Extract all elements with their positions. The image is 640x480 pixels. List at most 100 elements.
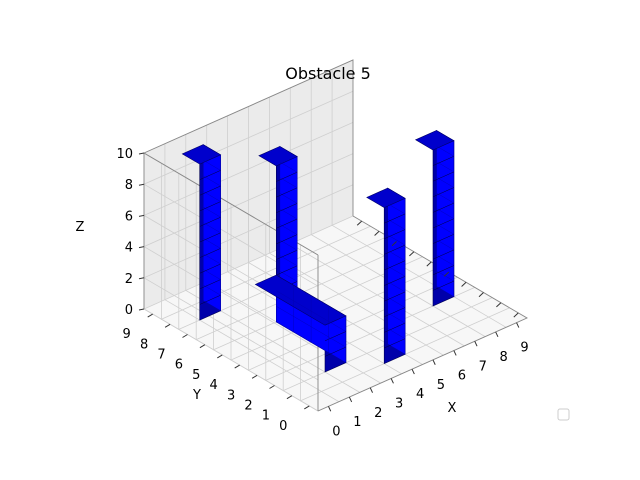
x-tick-label: 4 [416,387,424,402]
voxel-line [387,250,406,261]
x-tick-mark [474,341,478,347]
y-tick-mark [147,313,153,318]
x-tick-mark [411,368,415,375]
voxel-line [203,269,221,280]
voxel-line [432,202,455,213]
x-tick-mark [495,331,499,338]
bar-face-top [366,187,406,208]
obstacle-bar [181,144,222,321]
voxel-line [276,171,298,182]
y-tick-mark [426,261,432,267]
z-tick-label: 6 [125,209,133,224]
x-axis-label: X [448,401,457,416]
voxel-line [199,170,221,180]
x-tick-label: 2 [374,406,382,421]
voxel-line [203,206,221,218]
voxel-line [276,249,298,260]
x-tick-mark [327,406,332,412]
voxel-line [432,280,455,291]
voxel-line [384,307,406,318]
voxel-line [432,218,455,229]
y-tick-mark [217,354,223,359]
voxel-line [387,297,406,308]
z-axis-label: Z [76,220,85,235]
z-tick-mark [138,152,145,155]
voxel-line [279,255,298,266]
obstacle-bars [181,129,455,373]
x-tick-mark [369,387,374,393]
y-tick-mark [164,323,171,328]
voxel-line [384,260,406,271]
voxel-line [384,244,406,255]
x-tick-label: 3 [395,396,403,411]
y-tick-mark [269,385,275,389]
voxel-line [432,265,455,276]
x-tick-label: 6 [458,369,466,384]
voxel-line [199,279,221,290]
z-tick-label: 2 [125,272,133,287]
back-top-edges [143,59,354,256]
y-axis-label: Y [192,388,201,403]
voxel-line [387,312,406,324]
voxel-line [384,338,406,349]
voxel-line [203,222,221,233]
voxel-line [203,284,221,296]
y-tick-label: 2 [244,399,252,414]
y-tick-mark [374,230,380,236]
z-tick-mark [138,277,145,280]
voxel-line [436,208,455,219]
voxel-line [276,203,298,213]
voxel-line [384,291,406,302]
y-tick-mark [356,220,363,226]
voxel-line [387,234,406,246]
voxel-line [387,281,406,293]
y-tick-label: 4 [210,378,218,393]
voxel-line [203,191,221,202]
floor-front-edges [317,215,528,412]
voxel-line [436,255,455,266]
voxel-line [199,248,221,258]
voxel-line [279,239,298,251]
voxel-line [432,156,455,166]
y-tick-mark [443,271,450,277]
voxel-line [203,253,221,265]
voxel-line [432,234,455,244]
voxel-line [279,161,298,173]
y-tick-label: 0 [279,419,287,434]
voxel-line [432,171,455,182]
voxel-line [384,213,406,224]
voxel-line [199,201,221,212]
voxel-line [387,219,406,230]
voxel-line [199,216,221,227]
y-tick-label: 3 [227,388,235,403]
y-tick-mark [496,302,502,308]
voxel-line [279,224,298,235]
voxel-line [276,187,298,198]
legend-box [557,408,570,421]
x-tick-mark [453,350,457,356]
y-tick-mark [199,344,206,349]
voxel-line [436,177,455,188]
voxel-line [279,271,298,282]
z-tick-label: 10 [116,147,133,162]
z-tick-mark [138,183,145,186]
y-tick-mark [461,281,467,287]
voxel-line [279,193,298,204]
voxel-line [199,294,221,305]
voxel-line [436,239,455,251]
voxel-line [387,265,406,277]
y-tick-mark [409,251,415,257]
voxel-line [203,160,221,171]
z-tick-label: 4 [125,241,133,256]
chart-title: Obstacle 5 [285,64,371,83]
voxel-line [436,192,455,204]
voxel-line [199,232,221,243]
x-tick-label: 9 [520,341,528,356]
voxel-line [199,263,221,274]
y-tick-label: 8 [140,337,148,352]
obstacle-bar [414,129,455,307]
y-tick-mark [182,334,188,338]
y-tick-mark [478,292,484,298]
y-tick-mark [286,395,293,400]
